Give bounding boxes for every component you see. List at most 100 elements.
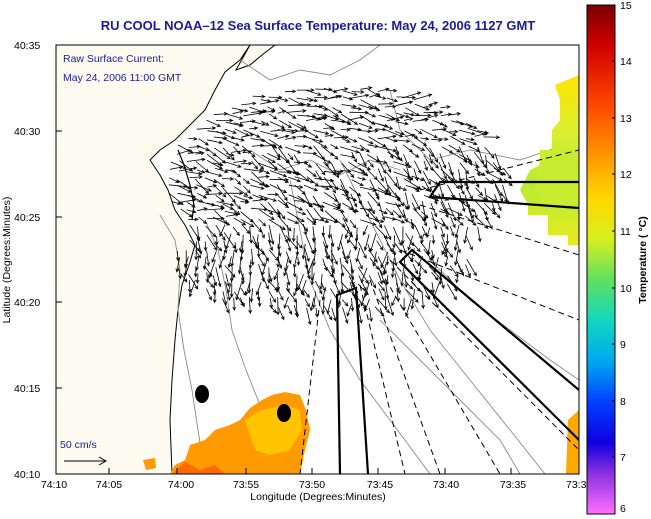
annotation-line2: May 24, 2006 11:00 GMT [63, 72, 182, 84]
current-vector [348, 115, 365, 121]
y-tick-label: 40:25 [14, 212, 40, 224]
current-vector [198, 216, 208, 225]
current-vector [378, 114, 396, 121]
current-vector [385, 162, 392, 174]
current-vector [321, 217, 339, 224]
current-vector [440, 112, 453, 117]
current-vector [171, 201, 182, 206]
current-vector [234, 242, 238, 254]
current-vector [206, 234, 218, 251]
current-vector [242, 150, 253, 154]
current-vector [492, 178, 503, 197]
current-vector [393, 171, 411, 179]
current-vector [215, 194, 225, 203]
current-vector [375, 191, 380, 201]
current-vector [429, 147, 439, 164]
current-vector [320, 282, 326, 292]
current-vector [431, 257, 436, 267]
current-vector [445, 234, 450, 245]
current-vector [359, 207, 373, 212]
current-vector [248, 296, 252, 315]
current-vector [305, 89, 322, 96]
current-vector [196, 234, 203, 255]
current-vector [494, 194, 502, 212]
current-vector [304, 247, 310, 263]
current-vector [175, 257, 181, 273]
current-vector [412, 242, 421, 253]
current-vector [303, 289, 310, 299]
current-vector [447, 176, 460, 190]
current-vector [483, 135, 501, 140]
current-vector [249, 126, 259, 131]
current-vector [431, 218, 446, 227]
current-vector [333, 169, 344, 174]
current-vector [402, 144, 414, 153]
current-vector [414, 128, 423, 135]
current-vector [234, 186, 249, 196]
current-vector [342, 138, 351, 143]
current-vector [196, 184, 212, 192]
current-vector [178, 166, 198, 172]
current-vector [300, 279, 307, 295]
current-vector [287, 153, 294, 161]
current-vector [205, 225, 217, 238]
current-vector [309, 297, 315, 312]
current-vector [405, 289, 419, 303]
current-vector [364, 298, 370, 313]
current-vector [292, 267, 297, 278]
current-vector [377, 187, 389, 195]
current-vector [212, 216, 231, 226]
current-vector [441, 234, 449, 253]
current-vector [456, 211, 461, 222]
current-vector [421, 211, 429, 219]
current-vector [477, 226, 482, 243]
current-vector [341, 251, 349, 265]
current-vector [229, 283, 234, 298]
current-vector [214, 167, 229, 174]
current-vector [324, 248, 329, 260]
current-vector [268, 224, 275, 246]
x-tick-label: 74:00 [168, 479, 194, 491]
current-vector [414, 113, 432, 118]
current-vector [296, 123, 307, 129]
current-vector [224, 191, 244, 196]
current-vector [351, 90, 365, 94]
current-vector [395, 100, 414, 107]
current-vector [369, 250, 378, 263]
current-vector [225, 281, 231, 302]
current-vector [485, 177, 494, 185]
current-vector [485, 155, 490, 175]
current-vector [324, 133, 335, 138]
current-vector [258, 209, 275, 221]
current-vector [438, 272, 445, 290]
current-vector [205, 171, 223, 177]
current-vector [268, 219, 286, 231]
current-vector [222, 298, 230, 314]
current-vector [360, 86, 373, 90]
current-vector [357, 259, 363, 270]
current-vector [340, 154, 356, 159]
current-vector [231, 148, 248, 153]
current-vector [206, 139, 224, 145]
scale-label: 50 cm/s [60, 439, 97, 451]
current-vector [183, 264, 188, 278]
current-vector [383, 235, 393, 253]
current-vector [394, 152, 403, 162]
current-vector [385, 202, 402, 208]
current-vector [276, 208, 286, 220]
current-vector [176, 149, 192, 155]
current-vector [206, 250, 211, 267]
current-vector [258, 255, 265, 267]
current-vector [267, 267, 271, 284]
current-vector [412, 263, 419, 275]
current-vector [268, 241, 273, 252]
current-vector [494, 184, 503, 203]
current-vector [423, 249, 433, 261]
current-vector [404, 133, 416, 138]
y-tick-label: 40:15 [14, 383, 40, 395]
current-vector [369, 179, 379, 198]
current-vector [421, 217, 428, 227]
current-vector [187, 202, 196, 208]
current-vector [196, 207, 208, 212]
current-vector [314, 154, 332, 164]
